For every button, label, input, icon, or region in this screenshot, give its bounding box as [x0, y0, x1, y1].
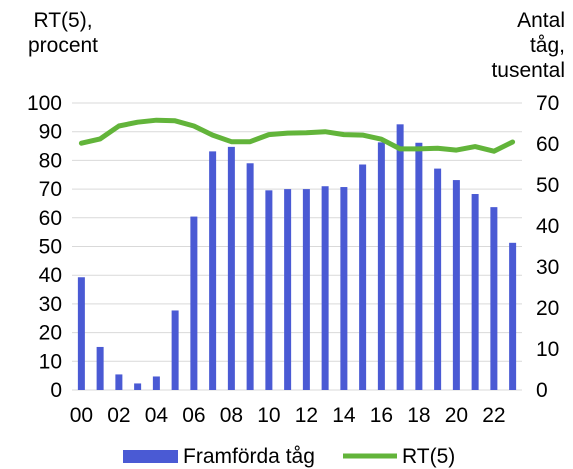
bar [340, 187, 348, 390]
y-right-title-line-1: Antal [517, 9, 565, 32]
y-left-tick-label: 0 [50, 379, 62, 402]
x-tick-label: 16 [370, 404, 393, 427]
y-right-axis-title: Antal tåg, tusental [445, 8, 565, 83]
bar [359, 164, 367, 390]
y-left-tick-label: 90 [39, 121, 62, 144]
x-tick-label: 10 [257, 404, 280, 427]
x-tick-label: 02 [107, 404, 130, 427]
bar [321, 186, 329, 390]
x-tick-label: 22 [482, 404, 505, 427]
bar [471, 194, 479, 390]
y-right-tick-label: 30 [536, 256, 559, 279]
x-tick-label: 14 [332, 404, 356, 427]
legend-label-bar: Framförda tåg [183, 445, 315, 468]
bar [284, 189, 292, 390]
y-left-tick-label: 30 [39, 293, 62, 316]
x-tick-label: 08 [220, 404, 243, 427]
y-left-tick-label: 20 [39, 322, 62, 345]
bar [265, 190, 273, 390]
y-left-tick-label: 70 [39, 178, 62, 201]
bar [434, 168, 442, 390]
bar [171, 310, 179, 390]
y-left-tick-label: 10 [39, 350, 62, 373]
y-left-tick-label: 50 [39, 236, 62, 259]
y-right-tick-label: 10 [536, 338, 559, 361]
y-right-tick-label: 20 [536, 297, 559, 320]
bar [209, 151, 217, 390]
bar [134, 383, 142, 390]
bar [415, 142, 423, 390]
bar [77, 277, 85, 390]
bar [246, 163, 254, 390]
bar [190, 216, 198, 390]
y-right-tick-label: 40 [536, 215, 559, 238]
x-tick-label: 06 [182, 404, 205, 427]
x-tick-label: 20 [445, 404, 468, 427]
bar [152, 376, 160, 390]
y-right-title-line-2: tåg, [529, 34, 565, 57]
y-left-axis-title: RT(5), procent [8, 8, 118, 58]
y-left-title-line-2: procent [27, 34, 99, 57]
bar [396, 124, 404, 390]
y-left-tick-label: 80 [39, 149, 62, 172]
bar [377, 142, 385, 390]
legend-swatch-bar [123, 450, 178, 463]
bar [490, 207, 498, 390]
bar [227, 146, 235, 390]
x-tick-label: 00 [70, 404, 93, 427]
x-tick-label: 18 [407, 404, 430, 427]
y-right-tick-label: 0 [536, 379, 548, 402]
x-tick-label: 04 [145, 404, 169, 427]
y-right-tick-label: 70 [536, 92, 559, 115]
bar [115, 374, 123, 390]
bar [452, 180, 460, 390]
y-right-title-line-3: tusental [491, 59, 565, 82]
y-left-tick-label: 40 [39, 264, 62, 287]
bar [509, 242, 517, 390]
legend-label-line: RT(5) [402, 445, 455, 468]
bar [96, 346, 104, 390]
bar [302, 189, 310, 390]
y-right-tick-label: 60 [536, 133, 559, 156]
line-series [78, 117, 516, 154]
y-left-tick-label: 60 [39, 207, 62, 230]
y-left-title-line-1: RT(5), [33, 9, 93, 32]
x-tick-label: 12 [295, 404, 318, 427]
y-right-tick-label: 50 [536, 174, 559, 197]
y-left-tick-label: 100 [27, 92, 62, 115]
